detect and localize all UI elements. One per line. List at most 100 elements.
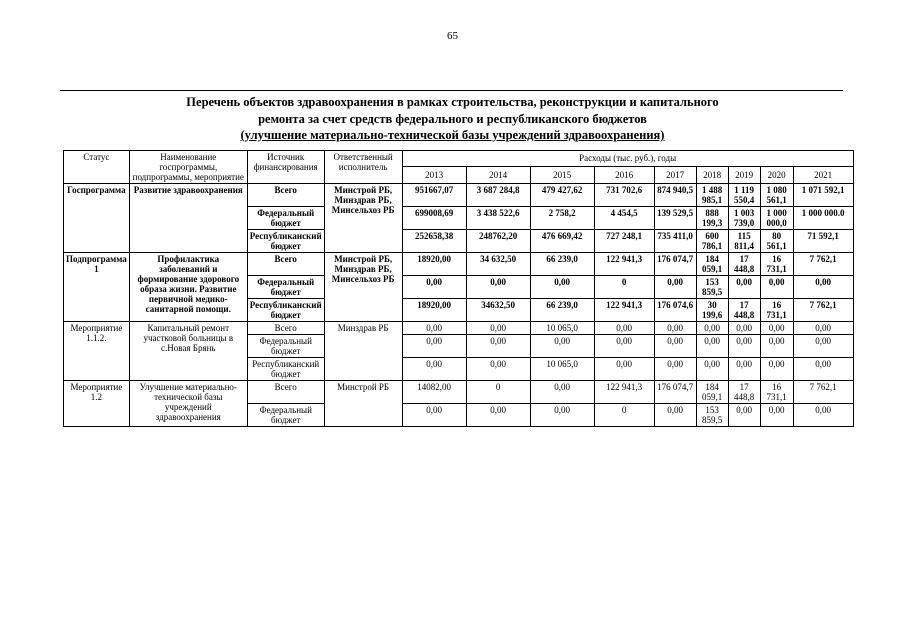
title-line-2: ремонта за счет средств федерального и р… [258, 111, 647, 126]
header-row-years: 2013 2014 2015 2016 2017 2018 2019 2020 … [64, 166, 854, 184]
executor-cell: Минстрой РБ [323, 379, 403, 427]
header-status: Статус [63, 149, 130, 184]
header-year-2019: 2019 [727, 166, 761, 184]
value-cell: 0,00 [593, 356, 655, 381]
value-cell: 735 411,0 [653, 228, 697, 253]
value-cell: 0,00 [653, 274, 697, 299]
table-row: Мероприятие 1.1.2. Капитальный ремонт уча… [63, 320, 854, 381]
value-cell: 0,00 [529, 333, 595, 358]
header-year-2017: 2017 [653, 166, 697, 184]
value-cell: 0,00 [653, 356, 697, 381]
value-cell: 699008,69 [401, 205, 467, 230]
value-cell: 0,00 [401, 333, 467, 358]
table-header: Статус Наименование госпрограммы, подпро… [63, 149, 854, 184]
title-line-3: (улучшение материально-технической базы … [240, 128, 665, 142]
value-cell: 16 731,1 [759, 297, 794, 322]
value-cell: 7 762,1 [792, 379, 854, 404]
value-cell: 0,00 [653, 333, 697, 358]
table-row: Федеральный бюджет 0,00 0,00 0,00 0 0,00 153 8… [64, 274, 854, 299]
funding-source-cell: Всего [246, 320, 325, 335]
value-cell: 71 592,1 [792, 228, 854, 253]
value-cell: 0,00 [593, 333, 655, 358]
value-cell: 0,00 [792, 333, 854, 358]
value-cell: 7 762,1 [792, 251, 854, 276]
value-cell: 0,00 [759, 274, 794, 299]
value-cell: 0,00 [759, 320, 794, 335]
program-name-cell: Развитие здравоохранения [128, 182, 248, 253]
funding-source-cell: Республиканский бюджет [246, 297, 325, 322]
status-cell: Подпрограмма 1 [63, 251, 130, 322]
value-cell: 0,00 [593, 320, 655, 335]
value-cell: 0,00 [401, 320, 467, 335]
value-cell: 0,00 [529, 379, 595, 404]
value-cell: 874 940,5 [653, 182, 697, 207]
value-cell: 80 561,1 [759, 228, 794, 253]
value-cell: 18920,00 [401, 251, 467, 276]
value-cell: 1 080 561,1 [759, 182, 794, 207]
program-name-cell: Улучшение материально-технической базы у… [128, 379, 248, 427]
value-cell: 139 529,5 [653, 205, 697, 230]
value-cell: 66 239,0 [529, 297, 595, 322]
value-cell: 0,00 [727, 274, 761, 299]
value-cell: 951667,07 [401, 182, 467, 207]
value-cell: 10 065,0 [529, 320, 595, 335]
table-row: Федеральный бюджет 0,00 0,00 0,00 0 0,00 153 8… [64, 402, 854, 427]
value-cell: 1 000 000.0 [792, 205, 854, 230]
status-cell: Госпрограмма [63, 182, 130, 253]
funding-source-cell: Федеральный бюджет [246, 205, 325, 230]
value-cell: 0,00 [465, 356, 531, 381]
document-title: Перечень объектов здравоохранения в рамк… [0, 94, 905, 144]
value-cell: 0,00 [792, 274, 854, 299]
value-cell: 122 941,3 [593, 251, 655, 276]
value-cell: 0,00 [727, 402, 761, 427]
table-row: Подпрограмма 1 Профилактика заболеваний и… [63, 251, 854, 322]
value-cell: 252658,38 [401, 228, 467, 253]
value-cell: 115 811,4 [727, 228, 761, 253]
funding-source-cell: Федеральный бюджет [246, 402, 325, 427]
value-cell: 600 786,1 [695, 228, 729, 253]
value-cell: 34632,50 [465, 297, 531, 322]
value-cell: 16 731,1 [759, 251, 794, 276]
value-cell: 0,00 [695, 356, 729, 381]
value-cell: 0,00 [727, 320, 761, 335]
value-cell: 1 003 739,0 [727, 205, 761, 230]
funding-source-cell: Республиканский бюджет [246, 228, 325, 253]
page-number: 65 [447, 30, 458, 42]
value-cell: 16 731,1 [759, 379, 794, 404]
header-program-name: Наименование госпрограммы, подпрограммы,… [128, 149, 248, 184]
value-cell: 0,00 [401, 402, 467, 427]
value-cell: 0,00 [759, 333, 794, 358]
header-year-2020: 2020 [759, 166, 794, 184]
header-funding-source: Источник финансирования [246, 149, 325, 184]
value-cell: 0,00 [653, 402, 697, 427]
funding-source-cell: Всего [246, 182, 325, 207]
status-cell: Мероприятие 1.1.2. [63, 320, 130, 381]
value-cell: 1 071 592,1 [792, 182, 854, 207]
value-cell: 17 448,8 [727, 379, 761, 404]
value-cell: 0,00 [529, 402, 595, 427]
value-cell: 0,00 [401, 274, 467, 299]
value-cell: 153 859,5 [695, 274, 729, 299]
executor-cell: Минстрой РБ, Минздрав РБ, Минсельхоз РБ [323, 251, 403, 322]
value-cell: 176 074,6 [653, 297, 697, 322]
horizontal-rule [60, 90, 843, 91]
funding-source-cell: Федеральный бюджет [246, 333, 325, 358]
program-name-cell: Капитальный ремонт участковой больницы в… [128, 320, 248, 381]
table-row: Республиканский бюджет 18920,00 34632,50 66… [64, 297, 854, 322]
table-row: Республиканский бюджет 252658,38 248762,20… [64, 228, 854, 253]
value-cell: 176 074,7 [653, 379, 697, 404]
value-cell: 0 [593, 402, 655, 427]
header-year-2016: 2016 [593, 166, 655, 184]
value-cell: 2 758,2 [529, 205, 595, 230]
value-cell: 0,00 [727, 333, 761, 358]
value-cell: 122 941,3 [593, 297, 655, 322]
value-cell: 0,00 [465, 333, 531, 358]
table-body: Госпрограмма Развитие здравоохранения Всег… [63, 182, 854, 427]
value-cell: 1 119 550,4 [727, 182, 761, 207]
budget-table: Статус Наименование госпрограммы, подпро… [63, 149, 854, 427]
value-cell: 0,00 [465, 402, 531, 427]
value-cell: 17 448,8 [727, 251, 761, 276]
value-cell: 3 438 522,6 [465, 205, 531, 230]
value-cell: 122 941,3 [593, 379, 655, 404]
